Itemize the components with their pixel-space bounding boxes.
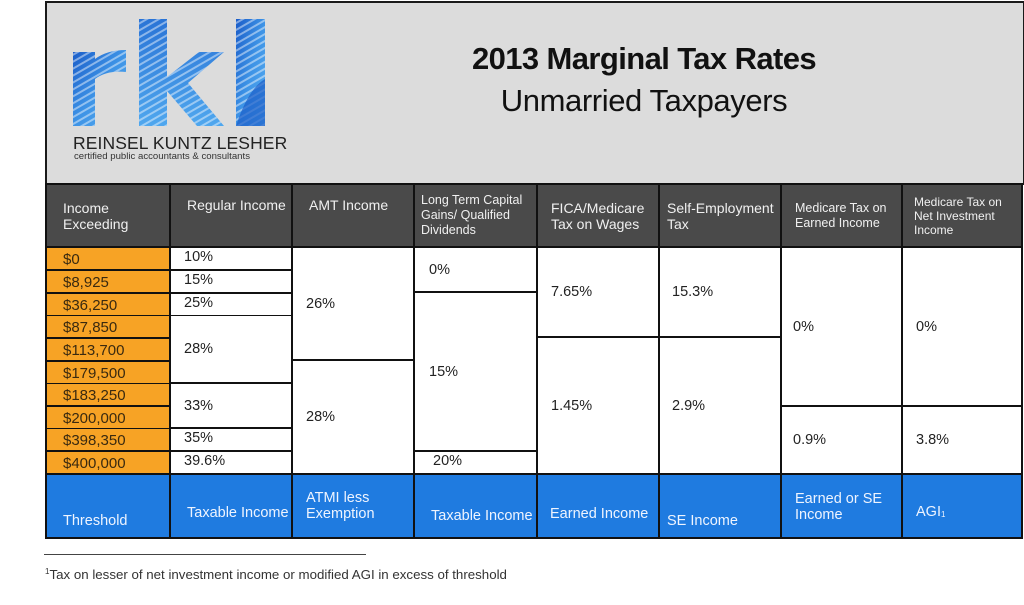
regular-rate-cell: 28% — [171, 316, 291, 382]
regular-rate-cell: 25% — [171, 294, 291, 315]
basis-cell-ltcg: Taxable Income — [415, 475, 536, 537]
regular-rate-cell: 35% — [171, 429, 291, 450]
basis-cell-medicare-earned: Earned or SE Income — [782, 475, 901, 537]
column-header-medicare-earned: Medicare Tax on Earned Income — [782, 185, 901, 246]
threshold-cell: $8,925 — [47, 271, 169, 292]
medicare-earned-rate-cell: 0% — [782, 248, 901, 405]
firm-tagline: certified public accountants & consultan… — [74, 151, 250, 162]
medicare-nii-rate-cell: 0% — [903, 248, 1021, 405]
firm-name: REINSEL KUNTZ LESHER — [73, 133, 288, 153]
rkl-logo — [73, 19, 268, 127]
basis-cell-income: Threshold — [47, 475, 169, 537]
ltcg-rate-cell: 0% — [415, 248, 536, 291]
footnote-divider — [44, 554, 366, 555]
page-subtitle: Unmarried Taxpayers — [500, 83, 788, 118]
column-header-ltcg: Long Term Capital Gains/ Qualified Divid… — [415, 185, 536, 246]
page-title: 2013 Marginal Tax Rates — [471, 41, 817, 76]
ltcg-rate-cell: 20% — [415, 452, 536, 473]
column-header-income: Income Exceeding — [47, 185, 169, 246]
medicare-nii-rate-cell: 3.8% — [903, 407, 1021, 473]
basis-cell-amt: ATMI less Exemption — [293, 475, 413, 537]
column-header-amt: AMT Income — [293, 185, 413, 246]
threshold-cell: $87,850 — [47, 316, 169, 337]
regular-rate-cell: 39.6% — [171, 452, 291, 473]
threshold-cell: $0 — [47, 248, 169, 269]
footnote-text: Tax on lesser of net investment income o… — [49, 567, 507, 582]
basis-cell-medicare-nii: AGI 1 — [903, 475, 1021, 537]
column-header-medicare-nii: Medicare Tax on Net Investment Income — [903, 185, 1021, 246]
footnote-marker: 1 — [940, 510, 946, 519]
se-rate-cell: 15.3% — [660, 248, 780, 336]
footnote: 1Tax on lesser of net investment income … — [45, 567, 507, 582]
regular-rate-cell: 10% — [171, 248, 291, 269]
tax-rate-table: Income Exceeding Regular Income AMT Inco… — [45, 183, 1023, 539]
threshold-cell: $400,000 — [47, 452, 169, 473]
amt-rate-cell: 26% — [293, 248, 413, 359]
basis-cell-regular: Taxable Income — [171, 475, 291, 537]
regular-rate-cell: 15% — [171, 271, 291, 292]
ltcg-rate-cell: 15% — [415, 293, 536, 450]
threshold-cell: $398,350 — [47, 429, 169, 450]
fica-rate-cell: 7.65% — [538, 248, 658, 336]
column-header-fica: FICA/Medicare Tax on Wages — [538, 185, 658, 246]
threshold-cell: $183,250 — [47, 384, 169, 405]
column-header-se: Self-Employment Tax — [660, 185, 780, 246]
basis-cell-fica: Earned Income — [538, 475, 658, 537]
regular-rate-cell: 33% — [171, 384, 291, 427]
basis-agi-label: AGI — [916, 504, 941, 520]
footnote-marker: 1 — [45, 567, 50, 576]
threshold-cell: $200,000 — [47, 407, 169, 428]
threshold-cell: $179,500 — [47, 362, 169, 383]
basis-cell-se: SE Income — [660, 475, 780, 537]
amt-rate-cell: 28% — [293, 361, 413, 473]
threshold-cell: $36,250 — [47, 294, 169, 315]
rkl-logo-mark — [73, 19, 265, 126]
column-header-regular: Regular Income — [171, 185, 291, 246]
medicare-earned-rate-cell: 0.9% — [782, 407, 901, 473]
fica-rate-cell: 1.45% — [538, 338, 658, 473]
title-panel — [45, 1, 1024, 185]
se-rate-cell: 2.9% — [660, 338, 780, 473]
threshold-cell: $113,700 — [47, 339, 169, 360]
